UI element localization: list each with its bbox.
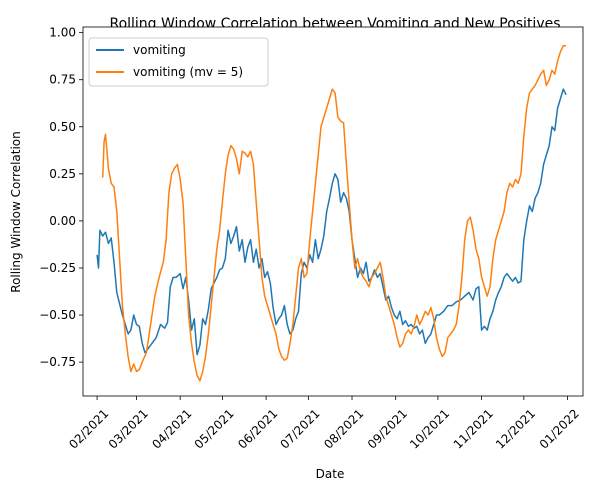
y-tick-label: −0.50 <box>39 308 76 322</box>
legend: vomiting vomiting (mv = 5) <box>88 37 269 87</box>
y-tick-label: 0.00 <box>49 214 76 228</box>
y-tick-label: 0.50 <box>49 120 76 134</box>
legend-label-vomiting: vomiting <box>133 43 186 57</box>
plot-frame <box>82 26 584 397</box>
legend-label-vomiting-mv5: vomiting (mv = 5) <box>133 65 243 79</box>
y-tick-label: −0.25 <box>39 261 76 275</box>
series-layer <box>96 45 567 382</box>
y-tick-label: −0.75 <box>39 355 76 369</box>
series-line-vomiting-mv5 <box>101 45 567 382</box>
legend-box <box>88 37 269 87</box>
plot-area: 02/202103/202104/202105/202106/202107/20… <box>39 26 584 452</box>
y-axis: −0.75 −0.50 −0.25 0.00 0.25 0.50 0.75 1.00 <box>39 26 83 369</box>
y-tick-label: 1.00 <box>49 26 76 40</box>
y-tick-label: 0.75 <box>49 73 76 87</box>
series-line-vomiting <box>96 88 567 356</box>
y-tick-label: 0.25 <box>49 167 76 181</box>
plot-background <box>83 27 583 396</box>
y-axis-label: Rolling Window Correlation <box>9 131 23 292</box>
x-axis-label: Date <box>316 467 345 481</box>
